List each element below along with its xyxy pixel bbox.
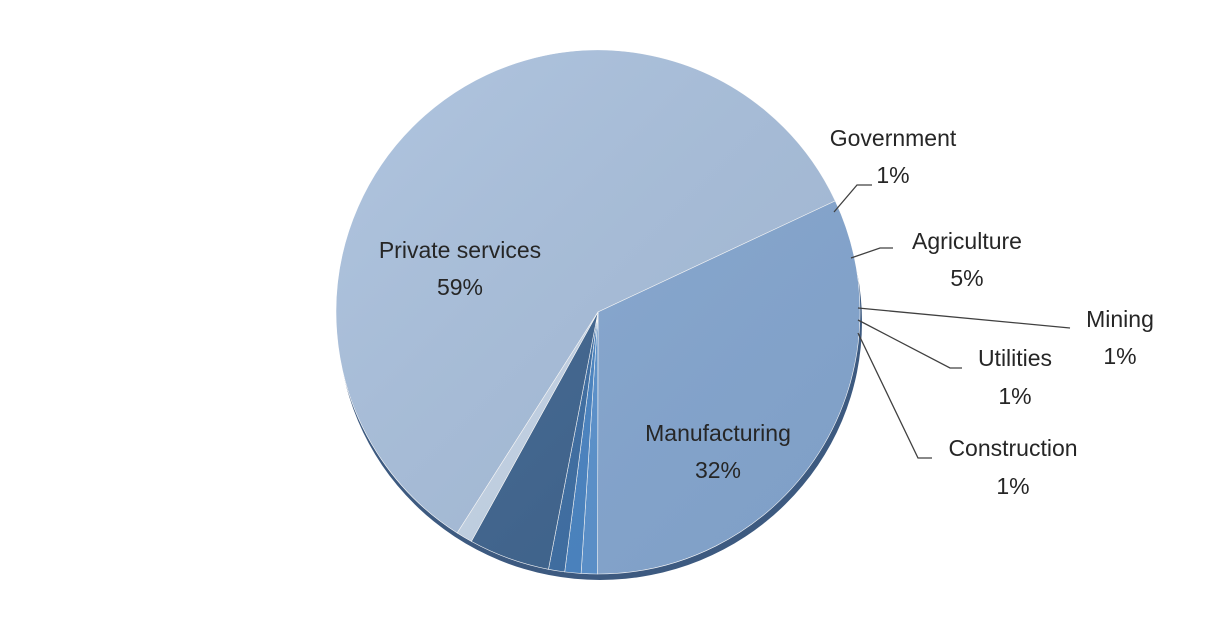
slice-label-private-services: Private services: [379, 237, 541, 263]
slice-label-construction: Construction: [948, 435, 1077, 461]
slice-value-label-private-services: 59%: [437, 274, 483, 300]
leader-line-mining: [857, 307, 1071, 329]
slice-label-utilities: Utilities: [978, 345, 1052, 371]
slice-value-label-construction: 1%: [996, 473, 1029, 499]
slice-label-agriculture: Agriculture: [912, 228, 1022, 254]
leader-line-construction: [857, 332, 932, 459]
slice-value-label-utilities: 1%: [998, 383, 1031, 409]
leader-line-agriculture: [850, 247, 893, 259]
slice-label-mining: Mining: [1086, 306, 1154, 332]
slice-value-label-government: 1%: [876, 162, 909, 188]
slice-value-label-agriculture: 5%: [950, 265, 983, 291]
slice-value-label-mining: 1%: [1103, 343, 1136, 369]
slice-label-government: Government: [830, 125, 957, 151]
leader-line-utilities: [857, 319, 962, 369]
leader-line-government: [833, 184, 872, 213]
slice-value-label-manufacturing: 32%: [695, 457, 741, 483]
slice-label-manufacturing: Manufacturing: [645, 420, 791, 446]
